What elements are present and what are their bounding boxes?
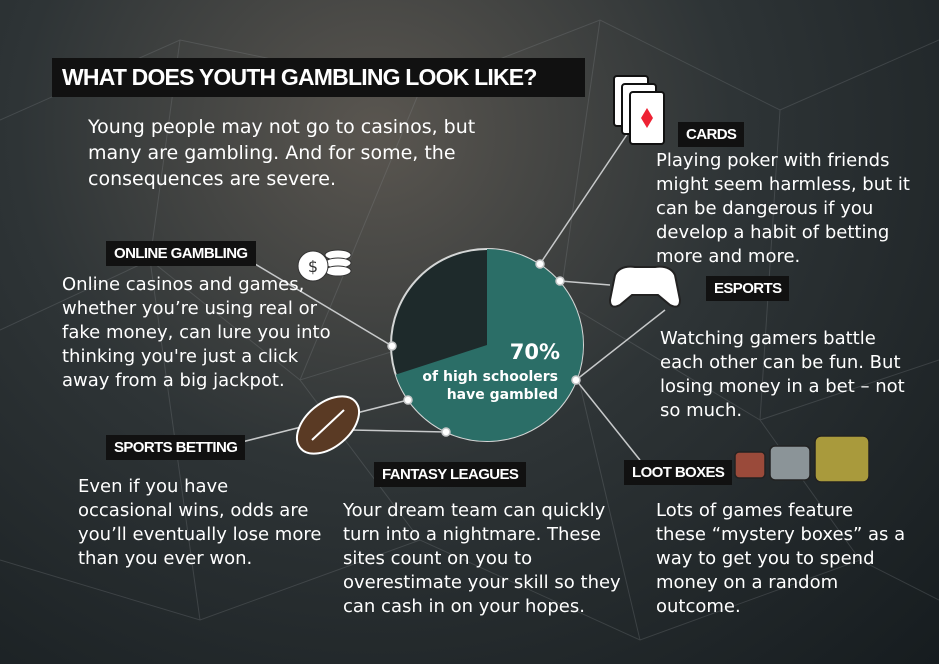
stat-caption: of high schoolers have gambled — [422, 369, 558, 403]
football-icon — [296, 395, 360, 455]
section-heading: ESPORTS — [706, 276, 790, 301]
section-heading: SPORTS BETTING — [106, 435, 246, 460]
section-heading: ONLINE GAMBLING — [106, 241, 256, 266]
section-text: Even if you have occasional wins, odds a… — [78, 476, 322, 569]
section-text: Your dream team can quickly turn into a … — [343, 500, 621, 617]
section-text: Playing poker with friends might seem ha… — [656, 150, 910, 267]
controller-icon — [608, 265, 682, 308]
section-text: Lots of games feature these “mystery box… — [656, 500, 906, 617]
section-heading: FANTASY LEAGUES — [374, 462, 527, 487]
cards-icon — [613, 75, 665, 145]
svg-text:$: $ — [308, 257, 318, 276]
loot-box-icons — [734, 435, 870, 483]
section-text: Watching gamers battle each other can be… — [660, 328, 905, 421]
stat-value: 70% — [509, 340, 560, 364]
intro: Young people may not go to casinos, but … — [88, 116, 476, 190]
stat-wedge — [395, 249, 583, 441]
connector-dots — [387, 259, 581, 437]
section-heading: LOOT BOXES — [624, 460, 733, 485]
section-heading: CARDS — [678, 122, 745, 147]
section-text: Online casinos and games, whether you’re… — [62, 274, 331, 391]
title: WHAT DOES YOUTH GAMBLING LOOK LIKE? — [52, 58, 585, 97]
coins-icon: $ — [297, 249, 352, 282]
